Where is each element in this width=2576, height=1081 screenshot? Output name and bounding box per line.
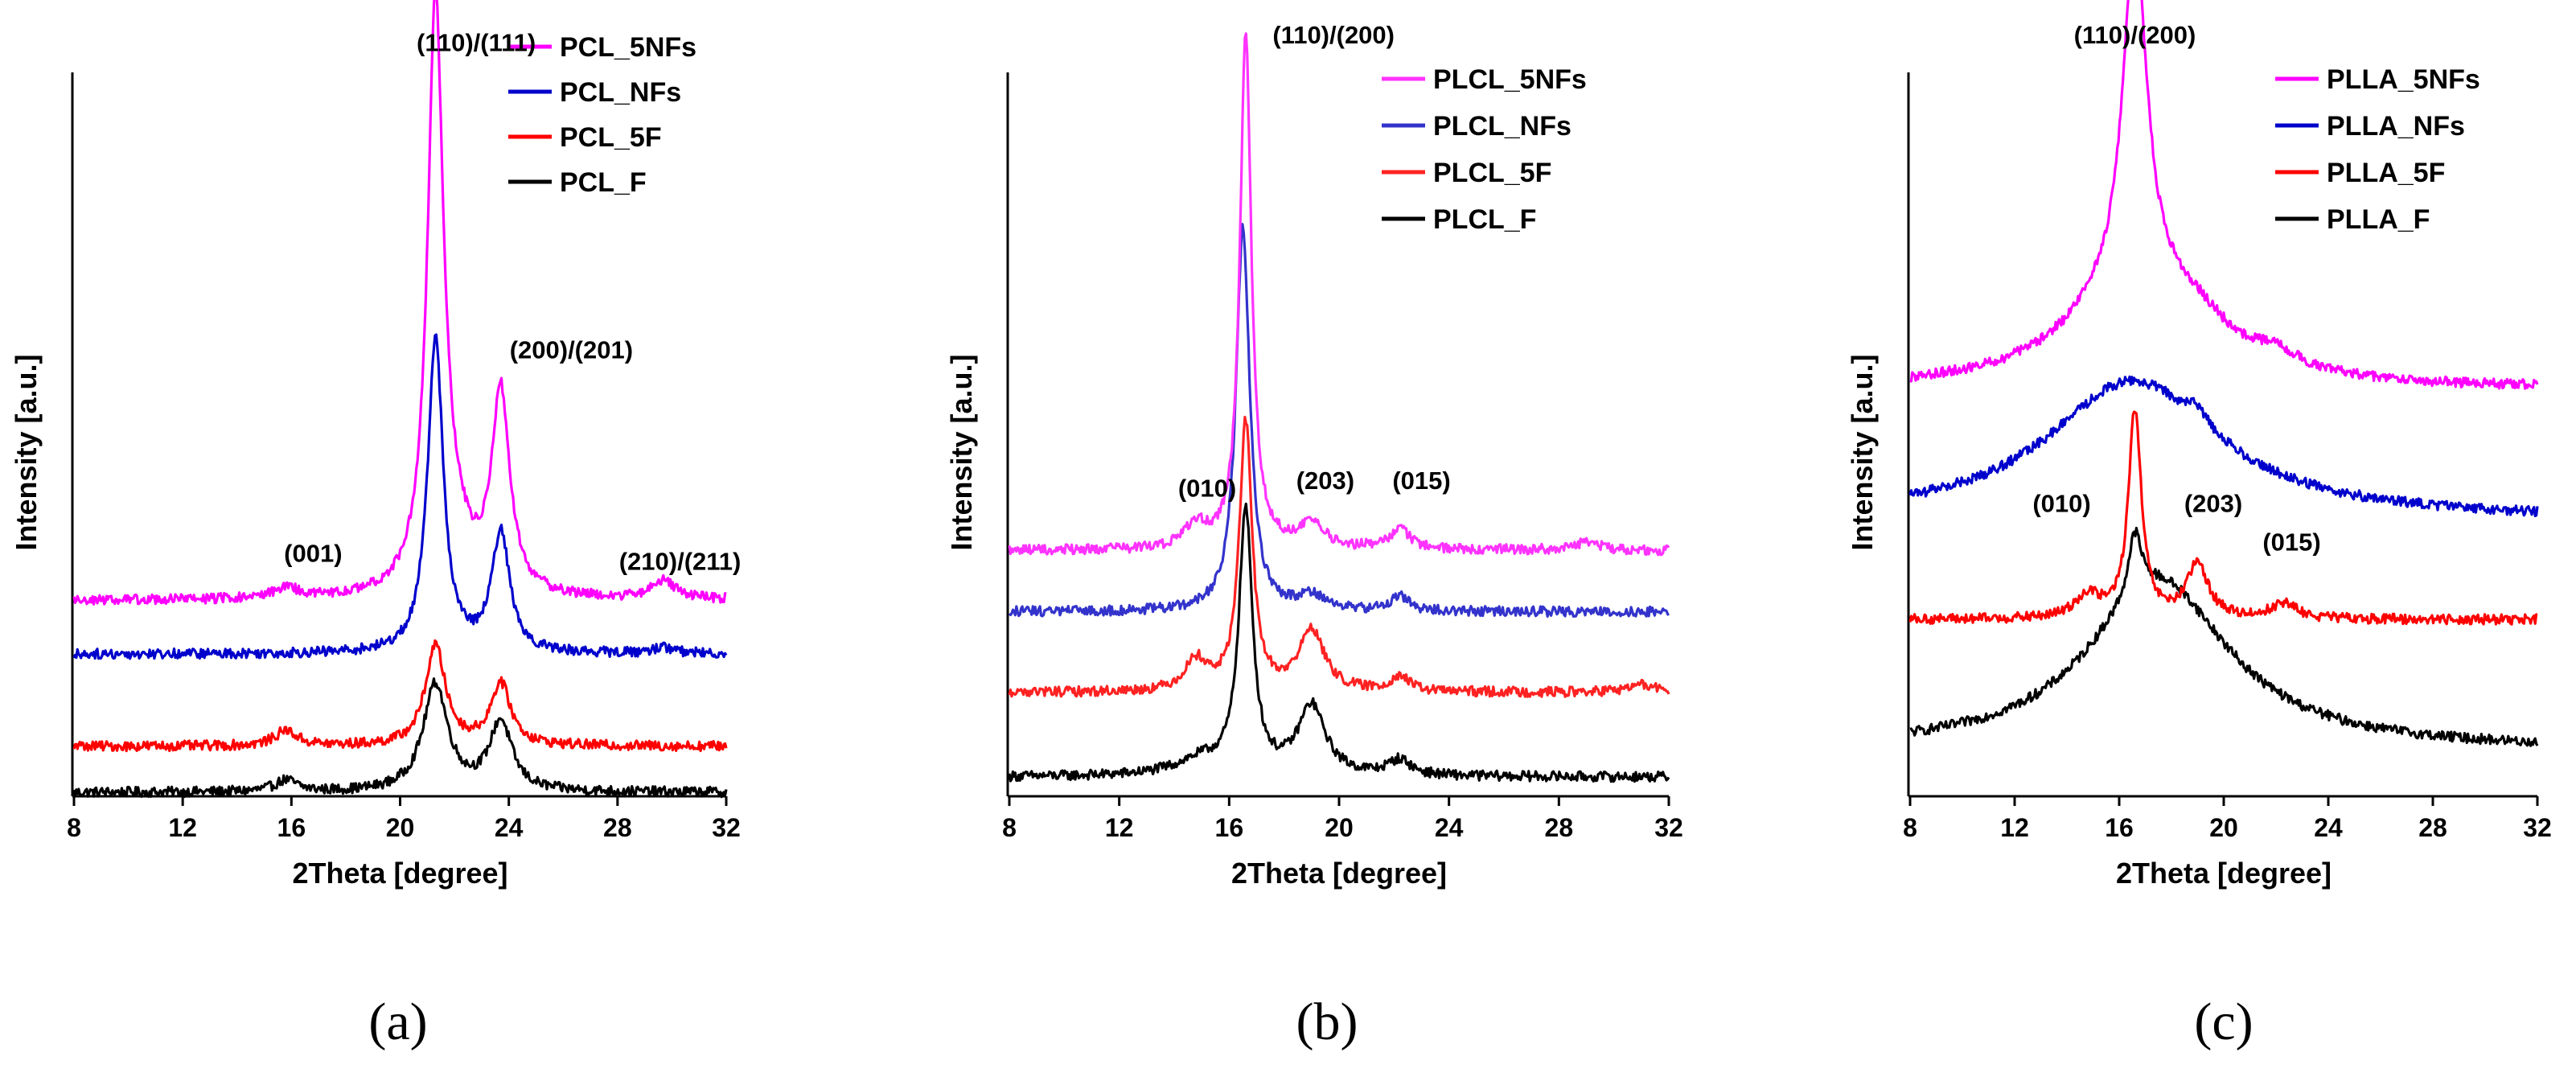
y-axis-title: Intensity [a.u.] (945, 354, 978, 550)
legend-label: PLCL_5NFs (1433, 64, 1587, 95)
series-line-pcl_5f (72, 639, 728, 753)
x-tick-label: 8 (1002, 813, 1017, 842)
series-line-plla_nfs (1908, 375, 2539, 517)
x-tick-label: 16 (277, 813, 306, 842)
x-tick-label: 16 (1215, 813, 1244, 842)
panel-c: 8 12 16 20 24 28 32 2Theta [degree] Intensity [a… (1846, 0, 2552, 1051)
y-axis-title: Intensity [a.u.] (10, 354, 43, 550)
series-line-plla_f (1909, 526, 2539, 747)
x-tick-label: 28 (2418, 813, 2447, 842)
x-tick-label: 24 (1435, 813, 1464, 842)
panel-caption: (c) (2194, 993, 2253, 1051)
x-tick-label: 28 (1545, 813, 1574, 842)
series-line-pcl_nfs (72, 333, 728, 660)
x-tick-label: 12 (2000, 813, 2029, 842)
x-tick-label: 12 (1105, 813, 1134, 842)
peak-annotation: (010) (2032, 490, 2090, 518)
x-tick-label: 20 (2209, 813, 2238, 842)
legend-label: PLCL_5F (1433, 158, 1551, 188)
peak-annotation: (110)/(200) (2074, 21, 2196, 49)
x-tick-label: 12 (168, 813, 197, 842)
legend-label: PCL_F (560, 167, 647, 198)
series-line-plla_5nfs (1909, 0, 2539, 390)
peak-annotation: (203) (2184, 490, 2242, 518)
peak-annotation: (110)/(111) (417, 29, 536, 57)
legend-label: PLLA_5F (2327, 158, 2445, 188)
panel-caption: (a) (368, 993, 427, 1051)
peak-annotation: (200)/(201) (510, 336, 633, 364)
x-tick-label: 32 (2523, 813, 2552, 842)
legend-label: PCL_5NFs (560, 32, 696, 63)
x-tick-label: 28 (603, 813, 632, 842)
panel-a: 8 12 16 20 24 28 32 2Theta [degree] Intensity [a… (10, 0, 741, 1051)
x-axis-title: 2Theta [degree] (292, 857, 507, 890)
x-tick-label: 24 (495, 813, 524, 842)
legend-label: PCL_NFs (560, 77, 681, 108)
peak-annotation: (010) (1178, 475, 1236, 503)
peak-annotation: (210)/(211) (619, 547, 742, 575)
series-line-plcl_5f (1008, 415, 1670, 698)
series-line-plcl_f (1008, 502, 1670, 783)
legend-label: PLLA_NFs (2327, 111, 2465, 142)
legend-label: PLLA_5NFs (2327, 64, 2480, 95)
series-line-pcl_5nfs (72, 0, 727, 606)
x-tick-label: 8 (1903, 813, 1917, 842)
peak-annotation: (203) (1296, 467, 1354, 495)
panel-b: 8 12 16 20 24 28 32 2Theta [degree] Intensity [a… (945, 21, 1683, 1051)
x-axis-title: 2Theta [degree] (1231, 857, 1447, 890)
peak-annotation: (110)/(200) (1272, 21, 1395, 49)
series-line-plla_5f (1908, 410, 2538, 626)
x-tick-label: 8 (67, 813, 81, 842)
x-tick-label: 20 (386, 813, 415, 842)
x-tick-label: 16 (2105, 813, 2134, 842)
peak-annotation: (015) (2262, 528, 2320, 556)
x-tick-label: 20 (1325, 813, 1354, 842)
peak-annotation: (015) (1392, 467, 1450, 495)
x-tick-label: 32 (712, 813, 741, 842)
series-line-plcl_5nfs (1008, 32, 1670, 557)
x-axis-title: 2Theta [degree] (2116, 857, 2332, 890)
legend-label: PCL_5F (560, 122, 662, 153)
peak-annotation: (001) (284, 540, 342, 568)
y-axis-title: Intensity [a.u.] (1846, 354, 1879, 550)
panel-caption: (b) (1296, 993, 1358, 1051)
legend-label: PLCL_NFs (1433, 111, 1571, 142)
series-line-pcl_f (72, 677, 728, 799)
x-tick-label: 32 (1654, 813, 1683, 842)
legend-label: PLLA_F (2327, 204, 2430, 235)
series-line-plcl_nfs (1008, 223, 1670, 618)
x-tick-label: 24 (2314, 813, 2343, 842)
legend-label: PLCL_F (1433, 204, 1536, 235)
